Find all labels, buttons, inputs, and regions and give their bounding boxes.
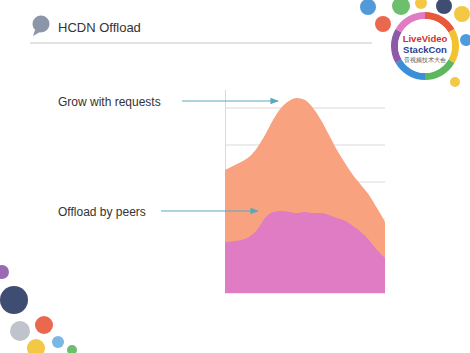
deco-circle	[0, 265, 9, 279]
background	[0, 0, 470, 353]
deco-circle	[27, 339, 45, 353]
deco-circle	[454, 6, 470, 22]
slide: LiveVideoStackCon音视频技术大会 HCDN Offload Grow…	[0, 0, 470, 353]
decoration	[0, 0, 470, 353]
area	[225, 98, 385, 293]
logo-text: StackCon	[403, 44, 447, 55]
deco-circle	[10, 321, 30, 341]
deco-circle	[392, 0, 410, 15]
annotation: Grow with requests	[58, 95, 161, 109]
title-icon	[33, 16, 50, 33]
title-icon-tail	[33, 30, 40, 36]
area	[225, 211, 385, 293]
deco-circle	[52, 336, 64, 348]
logo-text: LiveVideo	[403, 33, 448, 44]
title: HCDN Offload	[58, 20, 141, 35]
deco-circle	[460, 34, 470, 46]
logo-center	[398, 19, 452, 73]
annotation-arrow	[182, 100, 278, 101]
deco-circle	[67, 345, 77, 353]
deco-circle	[35, 316, 53, 334]
deco-circle	[360, 0, 376, 15]
deco-circle	[415, 0, 427, 9]
annotation-arrow	[161, 210, 258, 211]
deco-circle	[375, 16, 391, 32]
title-rule	[30, 43, 372, 44]
deco-circle	[436, 0, 452, 14]
annotation: Offload by peers	[58, 205, 146, 219]
deco-circle	[0, 286, 28, 314]
logo-subtitle: 音视频技术大会	[404, 56, 446, 63]
logo: LiveVideoStackCon音视频技术大会	[391, 12, 459, 80]
deco-circle	[450, 77, 460, 87]
plot-area	[225, 98, 385, 293]
